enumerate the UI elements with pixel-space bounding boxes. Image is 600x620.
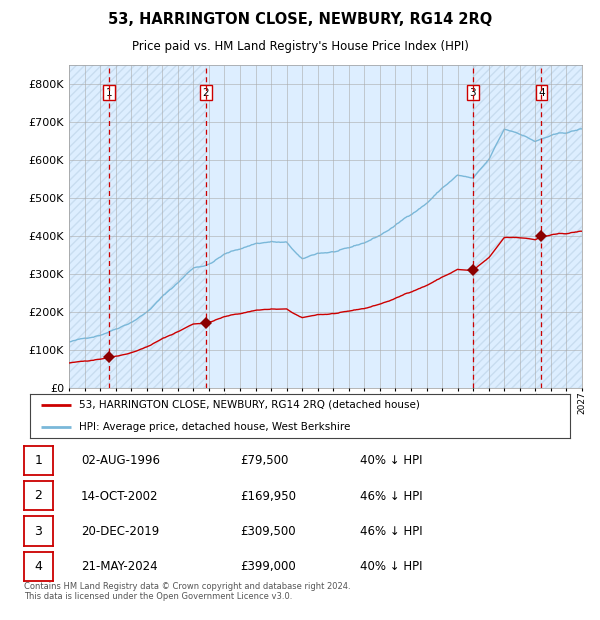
Text: 3: 3 xyxy=(469,87,476,97)
Text: £79,500: £79,500 xyxy=(240,454,289,467)
Text: £169,950: £169,950 xyxy=(240,490,296,503)
Text: 40% ↓ HPI: 40% ↓ HPI xyxy=(360,560,422,574)
Text: 02-AUG-1996: 02-AUG-1996 xyxy=(81,454,160,467)
Bar xyxy=(473,65,541,388)
Bar xyxy=(69,65,109,388)
Text: 53, HARRINGTON CLOSE, NEWBURY, RG14 2RQ: 53, HARRINGTON CLOSE, NEWBURY, RG14 2RQ xyxy=(108,12,492,27)
Text: 3: 3 xyxy=(34,525,43,538)
Text: 2: 2 xyxy=(202,87,209,97)
Text: 2: 2 xyxy=(34,489,43,502)
Bar xyxy=(541,65,582,388)
Text: £399,000: £399,000 xyxy=(240,560,296,574)
Text: 4: 4 xyxy=(538,87,545,97)
Text: 1: 1 xyxy=(106,87,112,97)
Text: 46% ↓ HPI: 46% ↓ HPI xyxy=(360,525,422,538)
Bar xyxy=(473,65,541,388)
Text: 4: 4 xyxy=(34,560,43,573)
Text: 46% ↓ HPI: 46% ↓ HPI xyxy=(360,490,422,503)
Text: HPI: Average price, detached house, West Berkshire: HPI: Average price, detached house, West… xyxy=(79,422,350,432)
Text: 14-OCT-2002: 14-OCT-2002 xyxy=(81,490,158,503)
Bar xyxy=(109,65,206,388)
Text: 21-MAY-2024: 21-MAY-2024 xyxy=(81,560,158,574)
Text: 40% ↓ HPI: 40% ↓ HPI xyxy=(360,454,422,467)
Bar xyxy=(109,65,206,388)
Text: 20-DEC-2019: 20-DEC-2019 xyxy=(81,525,159,538)
Text: Price paid vs. HM Land Registry's House Price Index (HPI): Price paid vs. HM Land Registry's House … xyxy=(131,40,469,53)
Text: Contains HM Land Registry data © Crown copyright and database right 2024.
This d: Contains HM Land Registry data © Crown c… xyxy=(24,582,350,601)
Bar xyxy=(541,65,582,388)
Text: £309,500: £309,500 xyxy=(240,525,296,538)
Text: 1: 1 xyxy=(34,454,43,467)
Text: 53, HARRINGTON CLOSE, NEWBURY, RG14 2RQ (detached house): 53, HARRINGTON CLOSE, NEWBURY, RG14 2RQ … xyxy=(79,400,419,410)
Bar xyxy=(69,65,109,388)
